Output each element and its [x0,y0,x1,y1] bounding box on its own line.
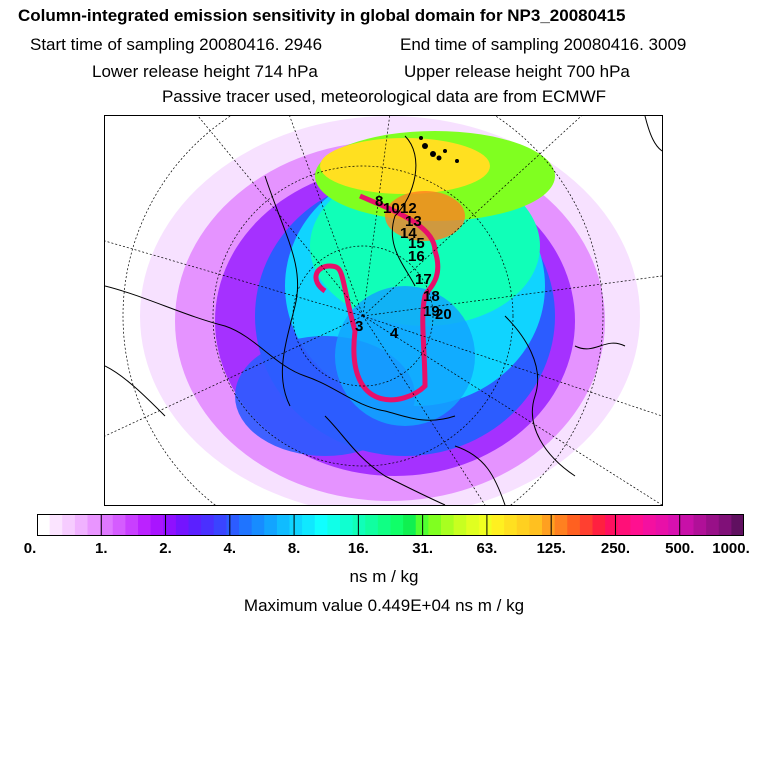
colorbar-tick-label: 4. [223,540,237,557]
colorbar-swatch [554,514,568,536]
colorbar-swatch [175,514,190,536]
colorbar-swatch [567,514,581,536]
colorbar-swatch [340,514,354,536]
time-label-18: 18 [423,288,440,305]
colorbar-swatch [617,514,631,536]
colorbar-swatch [668,514,682,536]
time-label-4: 4 [390,325,399,342]
colorbar-swatch [706,514,720,536]
colorbar-swatch [138,514,152,536]
colorbar-swatch [579,514,594,536]
trajectory-track [313,193,441,403]
time-label-17: 17 [415,271,432,288]
colorbar-swatch [352,514,366,536]
colorbar-swatch [428,514,442,536]
sensitivity-map: 8 10 12 13 14 15 16 17 18 19 20 3 4 [105,116,662,505]
colorbar-tick-label: 1000. [712,540,750,557]
colorbar-swatch [213,514,227,536]
colorbar-swatch [491,514,505,536]
maximum-value-label: Maximum value 0.449E+04 ns m / kg [243,596,525,615]
colorbar-swatch [630,514,644,536]
time-label-8: 8 [375,193,383,210]
colorbar-swatch [87,514,101,536]
time-label-10: 10 [383,200,400,217]
colorbar-swatch [112,514,126,536]
time-label-13: 13 [405,213,422,230]
colorbar-swatch [188,514,202,536]
upper-release-height-label: Upper release height 700 hPa [404,62,630,81]
colorbar-swatch [37,514,51,536]
coastlines [105,116,662,505]
colorbar-border [37,514,744,536]
colorbar-swatch [100,514,114,536]
colorbar-tick-label: 125. [536,540,566,557]
plume-yellow [320,138,490,194]
trajectory-labels: 8 10 12 13 14 15 16 17 18 19 20 3 4 [355,193,452,342]
colorbar-swatch [466,514,480,536]
colorbar-tick-label: 16. [347,540,369,557]
colorbar-swatch [731,514,744,536]
start-time-label: Start time of sampling 20080416. 2946 [30,35,323,54]
graticule [105,116,662,505]
colorbar-swatch [125,514,139,536]
colorbar-swatch [239,514,253,536]
colorbar-swatch [592,514,606,536]
polar-map-panel: 8 10 12 13 14 15 16 17 18 19 20 3 4 [104,115,663,506]
colorbar-swatch [655,514,669,536]
colorbar-tick-label: 2. [159,540,172,557]
colorbar-tick-label: 1. [95,540,108,557]
colorbar [37,514,744,536]
colorbar-swatch [289,514,303,536]
island-dots [419,136,459,163]
time-label-16: 16 [408,248,425,265]
colorbar-swatch [74,514,89,536]
colorbar-swatch [542,514,556,536]
colorbar-swatch [516,514,530,536]
colorbar-tick-label: 31. [412,540,434,557]
colorbar-swatch [62,514,76,536]
colorbar-swatch [302,514,316,536]
colorbar-swatch [327,514,341,536]
colorbar-swatch [201,514,215,536]
time-label-14: 14 [400,225,417,242]
colorbar-swatch [529,514,543,536]
colorbar-tick-label: 8. [287,540,301,557]
colorbar-swatch [251,514,265,536]
colorbar-swatch [478,514,493,536]
colorbar-swatch [264,514,278,536]
time-label-20: 20 [435,306,452,323]
colorbar-tick-label: 0. [23,540,37,557]
colorbar-swatch [226,514,240,536]
colorbar-swatch [377,514,392,536]
colorbar-units: ns m / kg [349,567,419,586]
colorbar-swatch [680,514,695,536]
colorbar-swatch [504,514,518,536]
colorbar-swatch [314,514,328,536]
colorbar-swatch [441,514,455,536]
colorbar-swatch [390,514,404,536]
lower-release-height-label: Lower release height 714 hPa [92,62,318,81]
time-label-12: 12 [400,200,417,217]
colorbar-swatch [718,514,732,536]
colorbar-swatch [403,514,417,536]
colorbar-swatch [643,514,657,536]
colorbar-swatch [150,514,164,536]
colorbar-tick-label: 63. [476,540,498,557]
colorbar-swatch [49,514,63,536]
colorbar-swatch [163,514,177,536]
plot-title: Column-integrated emission sensitivity i… [18,6,626,25]
time-label-3: 3 [355,318,363,335]
colorbar-swatch [605,514,619,536]
time-label-15: 15 [408,235,425,252]
colorbar-swatch [276,514,291,536]
colorbar-swatch [365,514,379,536]
tracer-note: Passive tracer used, meteorological data… [161,87,607,106]
colorbar-swatch [693,514,707,536]
colorbar-tick-label: 250. [600,540,631,557]
colorbar-tick-label: 500. [665,540,695,557]
colorbar-swatch [453,514,467,536]
time-label-19: 19 [423,303,440,320]
end-time-label: End time of sampling 20080416. 3009 [400,35,687,54]
